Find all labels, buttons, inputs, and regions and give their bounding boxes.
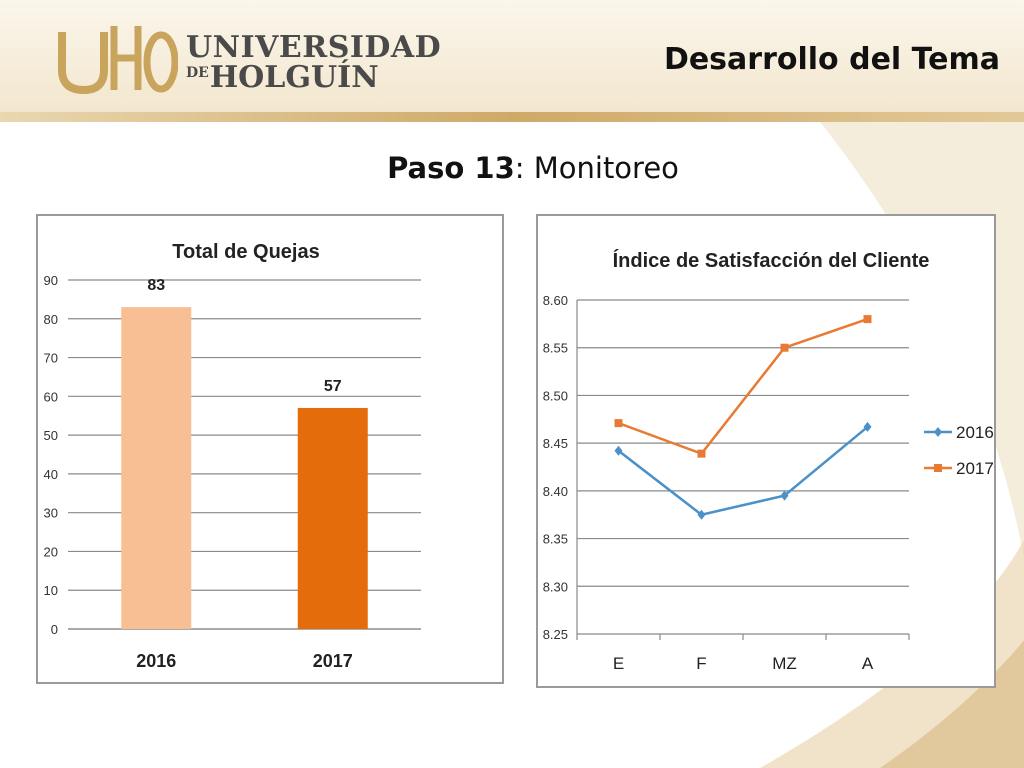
y-tick-label: 0 (51, 622, 58, 637)
bar-2017 (297, 407, 368, 629)
data-point-2016 (697, 509, 706, 520)
x-tick-label: A (862, 654, 874, 673)
data-point-2016 (863, 421, 872, 432)
x-tick-label: 2016 (136, 651, 176, 671)
data-label: 57 (324, 378, 342, 395)
series-line-2016 (617, 425, 869, 517)
bar-2016 (121, 307, 192, 629)
data-point-2017 (780, 343, 789, 352)
subtitle: Paso 13: Monitoreo (0, 151, 1024, 185)
y-tick-label: 10 (44, 583, 58, 598)
y-tick-label: 8.25 (543, 627, 568, 642)
y-tick-label: 30 (44, 506, 58, 521)
x-tick-label: MZ (772, 654, 797, 673)
y-tick-label: 90 (44, 273, 58, 288)
y-tick-label: 8.40 (543, 484, 568, 499)
quejas-chart: Total de Quejas 0 10 20 30 40 50 60 70 80 90 83 2016… (36, 214, 504, 684)
legend-label: 2017 (956, 459, 994, 478)
series-line-2017 (618, 317, 868, 456)
satisfaccion-chart-svg: Índice de Satisfacción del Cliente 8.25 8.… (543, 249, 994, 673)
logo-line-2-prefix: DE (186, 65, 209, 81)
slide-title: Desarrollo del Tema (663, 42, 1000, 77)
y-tick-label: 40 (44, 467, 58, 482)
logo-line-1: UNIVERSIDAD (186, 30, 442, 65)
data-point-2017 (863, 315, 872, 324)
y-tick-label: 50 (44, 428, 58, 443)
data-point-2017 (697, 449, 706, 458)
header-band (0, 112, 1024, 122)
y-tick-label: 8.30 (543, 579, 568, 594)
data-label: 83 (147, 277, 165, 294)
y-tick-label: 8.45 (543, 436, 568, 451)
y-tick-label: 80 (44, 312, 58, 327)
legend-label: 2016 (956, 423, 994, 442)
logo-line-2-main: HOLGUÍN (209, 60, 379, 95)
x-tick-label: F (696, 654, 706, 673)
quejas-chart-svg: Total de Quejas 0 10 20 30 40 50 60 70 80 90 83 2016… (44, 241, 421, 671)
x-tick-label: 2017 (313, 651, 353, 671)
data-point-2017 (614, 419, 623, 428)
chart-title: Total de Quejas (172, 241, 319, 263)
logo-line-2: DEHOLGUÍN (186, 60, 379, 95)
y-tick-label: 8.50 (543, 388, 568, 403)
university-logo: UNIVERSIDAD DEHOLGUÍN (58, 22, 441, 96)
legend-marker-2017 (934, 464, 942, 472)
header-background (0, 0, 1024, 118)
data-point-2016 (780, 490, 789, 501)
chart-title: Índice de Satisfacción del Cliente (613, 249, 930, 272)
y-tick-label: 60 (44, 389, 58, 404)
y-tick-label: 8.35 (543, 532, 568, 547)
satisfaccion-chart: Índice de Satisfacción del Cliente 8.25 8.… (536, 214, 996, 688)
x-tick-label: E (613, 654, 624, 673)
uho-monogram-icon (58, 26, 179, 95)
y-tick-label: 70 (44, 351, 58, 366)
subtitle-step: Paso 13 (387, 151, 515, 185)
y-tick-label: 8.60 (543, 293, 568, 308)
subtitle-text: : Monitoreo (514, 151, 679, 185)
data-point-2016 (614, 445, 623, 456)
y-tick-label: 20 (44, 544, 58, 559)
y-tick-label: 8.55 (543, 341, 568, 356)
legend-marker-2016 (934, 427, 942, 437)
